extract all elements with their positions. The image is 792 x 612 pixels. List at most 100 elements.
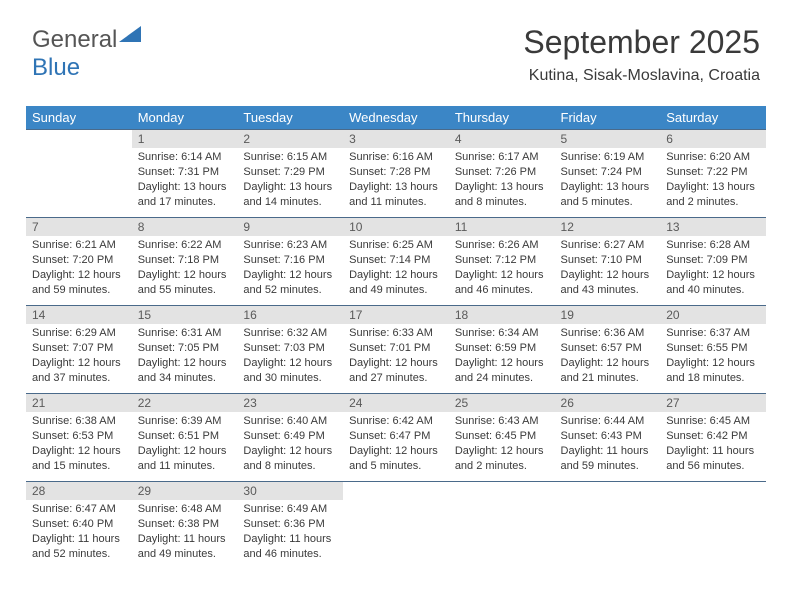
day-number: 30 [237,482,343,500]
day-number: 21 [26,394,132,412]
day-number: 11 [449,218,555,236]
day-details: Sunrise: 6:34 AMSunset: 6:59 PMDaylight:… [449,324,555,391]
day-details: Sunrise: 6:26 AMSunset: 7:12 PMDaylight:… [449,236,555,303]
day-details: Sunrise: 6:44 AMSunset: 6:43 PMDaylight:… [555,412,661,479]
calendar-cell: 6Sunrise: 6:20 AMSunset: 7:22 PMDaylight… [660,130,766,218]
calendar-cell: 21Sunrise: 6:38 AMSunset: 6:53 PMDayligh… [26,394,132,482]
page-title: September 2025 [523,24,760,61]
day-details: Sunrise: 6:33 AMSunset: 7:01 PMDaylight:… [343,324,449,391]
day-number: 12 [555,218,661,236]
day-details: Sunrise: 6:15 AMSunset: 7:29 PMDaylight:… [237,148,343,215]
calendar-cell: 8Sunrise: 6:22 AMSunset: 7:18 PMDaylight… [132,218,238,306]
calendar-cell: 11Sunrise: 6:26 AMSunset: 7:12 PMDayligh… [449,218,555,306]
calendar-cell [555,482,661,570]
calendar-cell: 4Sunrise: 6:17 AMSunset: 7:26 PMDaylight… [449,130,555,218]
day-details: Sunrise: 6:32 AMSunset: 7:03 PMDaylight:… [237,324,343,391]
calendar-cell: 26Sunrise: 6:44 AMSunset: 6:43 PMDayligh… [555,394,661,482]
calendar-cell: 24Sunrise: 6:42 AMSunset: 6:47 PMDayligh… [343,394,449,482]
weekday-header: Monday [132,106,238,130]
calendar-week-row: 14Sunrise: 6:29 AMSunset: 7:07 PMDayligh… [26,306,766,394]
calendar-cell: 22Sunrise: 6:39 AMSunset: 6:51 PMDayligh… [132,394,238,482]
page-header: September 2025 Kutina, Sisak-Moslavina, … [523,24,760,85]
brand-part1: General [32,26,117,53]
day-details: Sunrise: 6:45 AMSunset: 6:42 PMDaylight:… [660,412,766,479]
calendar-cell: 2Sunrise: 6:15 AMSunset: 7:29 PMDaylight… [237,130,343,218]
calendar-cell: 20Sunrise: 6:37 AMSunset: 6:55 PMDayligh… [660,306,766,394]
day-details: Sunrise: 6:22 AMSunset: 7:18 PMDaylight:… [132,236,238,303]
calendar-cell: 7Sunrise: 6:21 AMSunset: 7:20 PMDaylight… [26,218,132,306]
day-number: 1 [132,130,238,148]
calendar-cell [660,482,766,570]
calendar-cell: 29Sunrise: 6:48 AMSunset: 6:38 PMDayligh… [132,482,238,570]
calendar-cell: 30Sunrise: 6:49 AMSunset: 6:36 PMDayligh… [237,482,343,570]
calendar-cell: 15Sunrise: 6:31 AMSunset: 7:05 PMDayligh… [132,306,238,394]
day-details: Sunrise: 6:42 AMSunset: 6:47 PMDaylight:… [343,412,449,479]
day-number: 19 [555,306,661,324]
calendar-body: 1Sunrise: 6:14 AMSunset: 7:31 PMDaylight… [26,130,766,570]
weekday-header: Wednesday [343,106,449,130]
weekday-header-row: SundayMondayTuesdayWednesdayThursdayFrid… [26,106,766,130]
weekday-header: Friday [555,106,661,130]
day-number: 28 [26,482,132,500]
day-number: 7 [26,218,132,236]
calendar-cell [26,130,132,218]
day-number: 4 [449,130,555,148]
day-number: 23 [237,394,343,412]
calendar-week-row: 1Sunrise: 6:14 AMSunset: 7:31 PMDaylight… [26,130,766,218]
day-number: 2 [237,130,343,148]
day-details: Sunrise: 6:31 AMSunset: 7:05 PMDaylight:… [132,324,238,391]
day-details: Sunrise: 6:49 AMSunset: 6:36 PMDaylight:… [237,500,343,567]
day-number: 26 [555,394,661,412]
calendar-cell: 17Sunrise: 6:33 AMSunset: 7:01 PMDayligh… [343,306,449,394]
calendar-cell: 3Sunrise: 6:16 AMSunset: 7:28 PMDaylight… [343,130,449,218]
calendar-cell: 16Sunrise: 6:32 AMSunset: 7:03 PMDayligh… [237,306,343,394]
day-details: Sunrise: 6:28 AMSunset: 7:09 PMDaylight:… [660,236,766,303]
day-number: 18 [449,306,555,324]
brand-part2: Blue [32,54,80,81]
weekday-header: Saturday [660,106,766,130]
day-number: 9 [237,218,343,236]
brand-triangle-icon [119,26,141,42]
calendar-cell: 23Sunrise: 6:40 AMSunset: 6:49 PMDayligh… [237,394,343,482]
day-details: Sunrise: 6:14 AMSunset: 7:31 PMDaylight:… [132,148,238,215]
day-number: 29 [132,482,238,500]
calendar-cell: 13Sunrise: 6:28 AMSunset: 7:09 PMDayligh… [660,218,766,306]
day-details: Sunrise: 6:48 AMSunset: 6:38 PMDaylight:… [132,500,238,567]
day-number: 6 [660,130,766,148]
day-details: Sunrise: 6:17 AMSunset: 7:26 PMDaylight:… [449,148,555,215]
calendar-cell: 25Sunrise: 6:43 AMSunset: 6:45 PMDayligh… [449,394,555,482]
day-number: 17 [343,306,449,324]
weekday-header: Thursday [449,106,555,130]
day-details: Sunrise: 6:29 AMSunset: 7:07 PMDaylight:… [26,324,132,391]
brand-logo: General Blue [32,26,141,82]
day-number: 14 [26,306,132,324]
day-number: 3 [343,130,449,148]
day-details: Sunrise: 6:27 AMSunset: 7:10 PMDaylight:… [555,236,661,303]
day-details: Sunrise: 6:20 AMSunset: 7:22 PMDaylight:… [660,148,766,215]
calendar-cell: 27Sunrise: 6:45 AMSunset: 6:42 PMDayligh… [660,394,766,482]
day-number: 8 [132,218,238,236]
calendar-cell: 9Sunrise: 6:23 AMSunset: 7:16 PMDaylight… [237,218,343,306]
calendar-cell: 19Sunrise: 6:36 AMSunset: 6:57 PMDayligh… [555,306,661,394]
day-details: Sunrise: 6:39 AMSunset: 6:51 PMDaylight:… [132,412,238,479]
day-number: 22 [132,394,238,412]
day-details: Sunrise: 6:25 AMSunset: 7:14 PMDaylight:… [343,236,449,303]
calendar-cell: 12Sunrise: 6:27 AMSunset: 7:10 PMDayligh… [555,218,661,306]
day-details: Sunrise: 6:37 AMSunset: 6:55 PMDaylight:… [660,324,766,391]
day-details: Sunrise: 6:43 AMSunset: 6:45 PMDaylight:… [449,412,555,479]
day-details: Sunrise: 6:40 AMSunset: 6:49 PMDaylight:… [237,412,343,479]
calendar-cell [343,482,449,570]
calendar-cell: 5Sunrise: 6:19 AMSunset: 7:24 PMDaylight… [555,130,661,218]
day-number: 16 [237,306,343,324]
location-text: Kutina, Sisak-Moslavina, Croatia [523,67,760,85]
day-number: 10 [343,218,449,236]
day-details: Sunrise: 6:23 AMSunset: 7:16 PMDaylight:… [237,236,343,303]
day-number: 20 [660,306,766,324]
day-number: 13 [660,218,766,236]
calendar-week-row: 28Sunrise: 6:47 AMSunset: 6:40 PMDayligh… [26,482,766,570]
calendar-week-row: 7Sunrise: 6:21 AMSunset: 7:20 PMDaylight… [26,218,766,306]
day-details: Sunrise: 6:16 AMSunset: 7:28 PMDaylight:… [343,148,449,215]
weekday-header: Sunday [26,106,132,130]
calendar-week-row: 21Sunrise: 6:38 AMSunset: 6:53 PMDayligh… [26,394,766,482]
day-number: 24 [343,394,449,412]
